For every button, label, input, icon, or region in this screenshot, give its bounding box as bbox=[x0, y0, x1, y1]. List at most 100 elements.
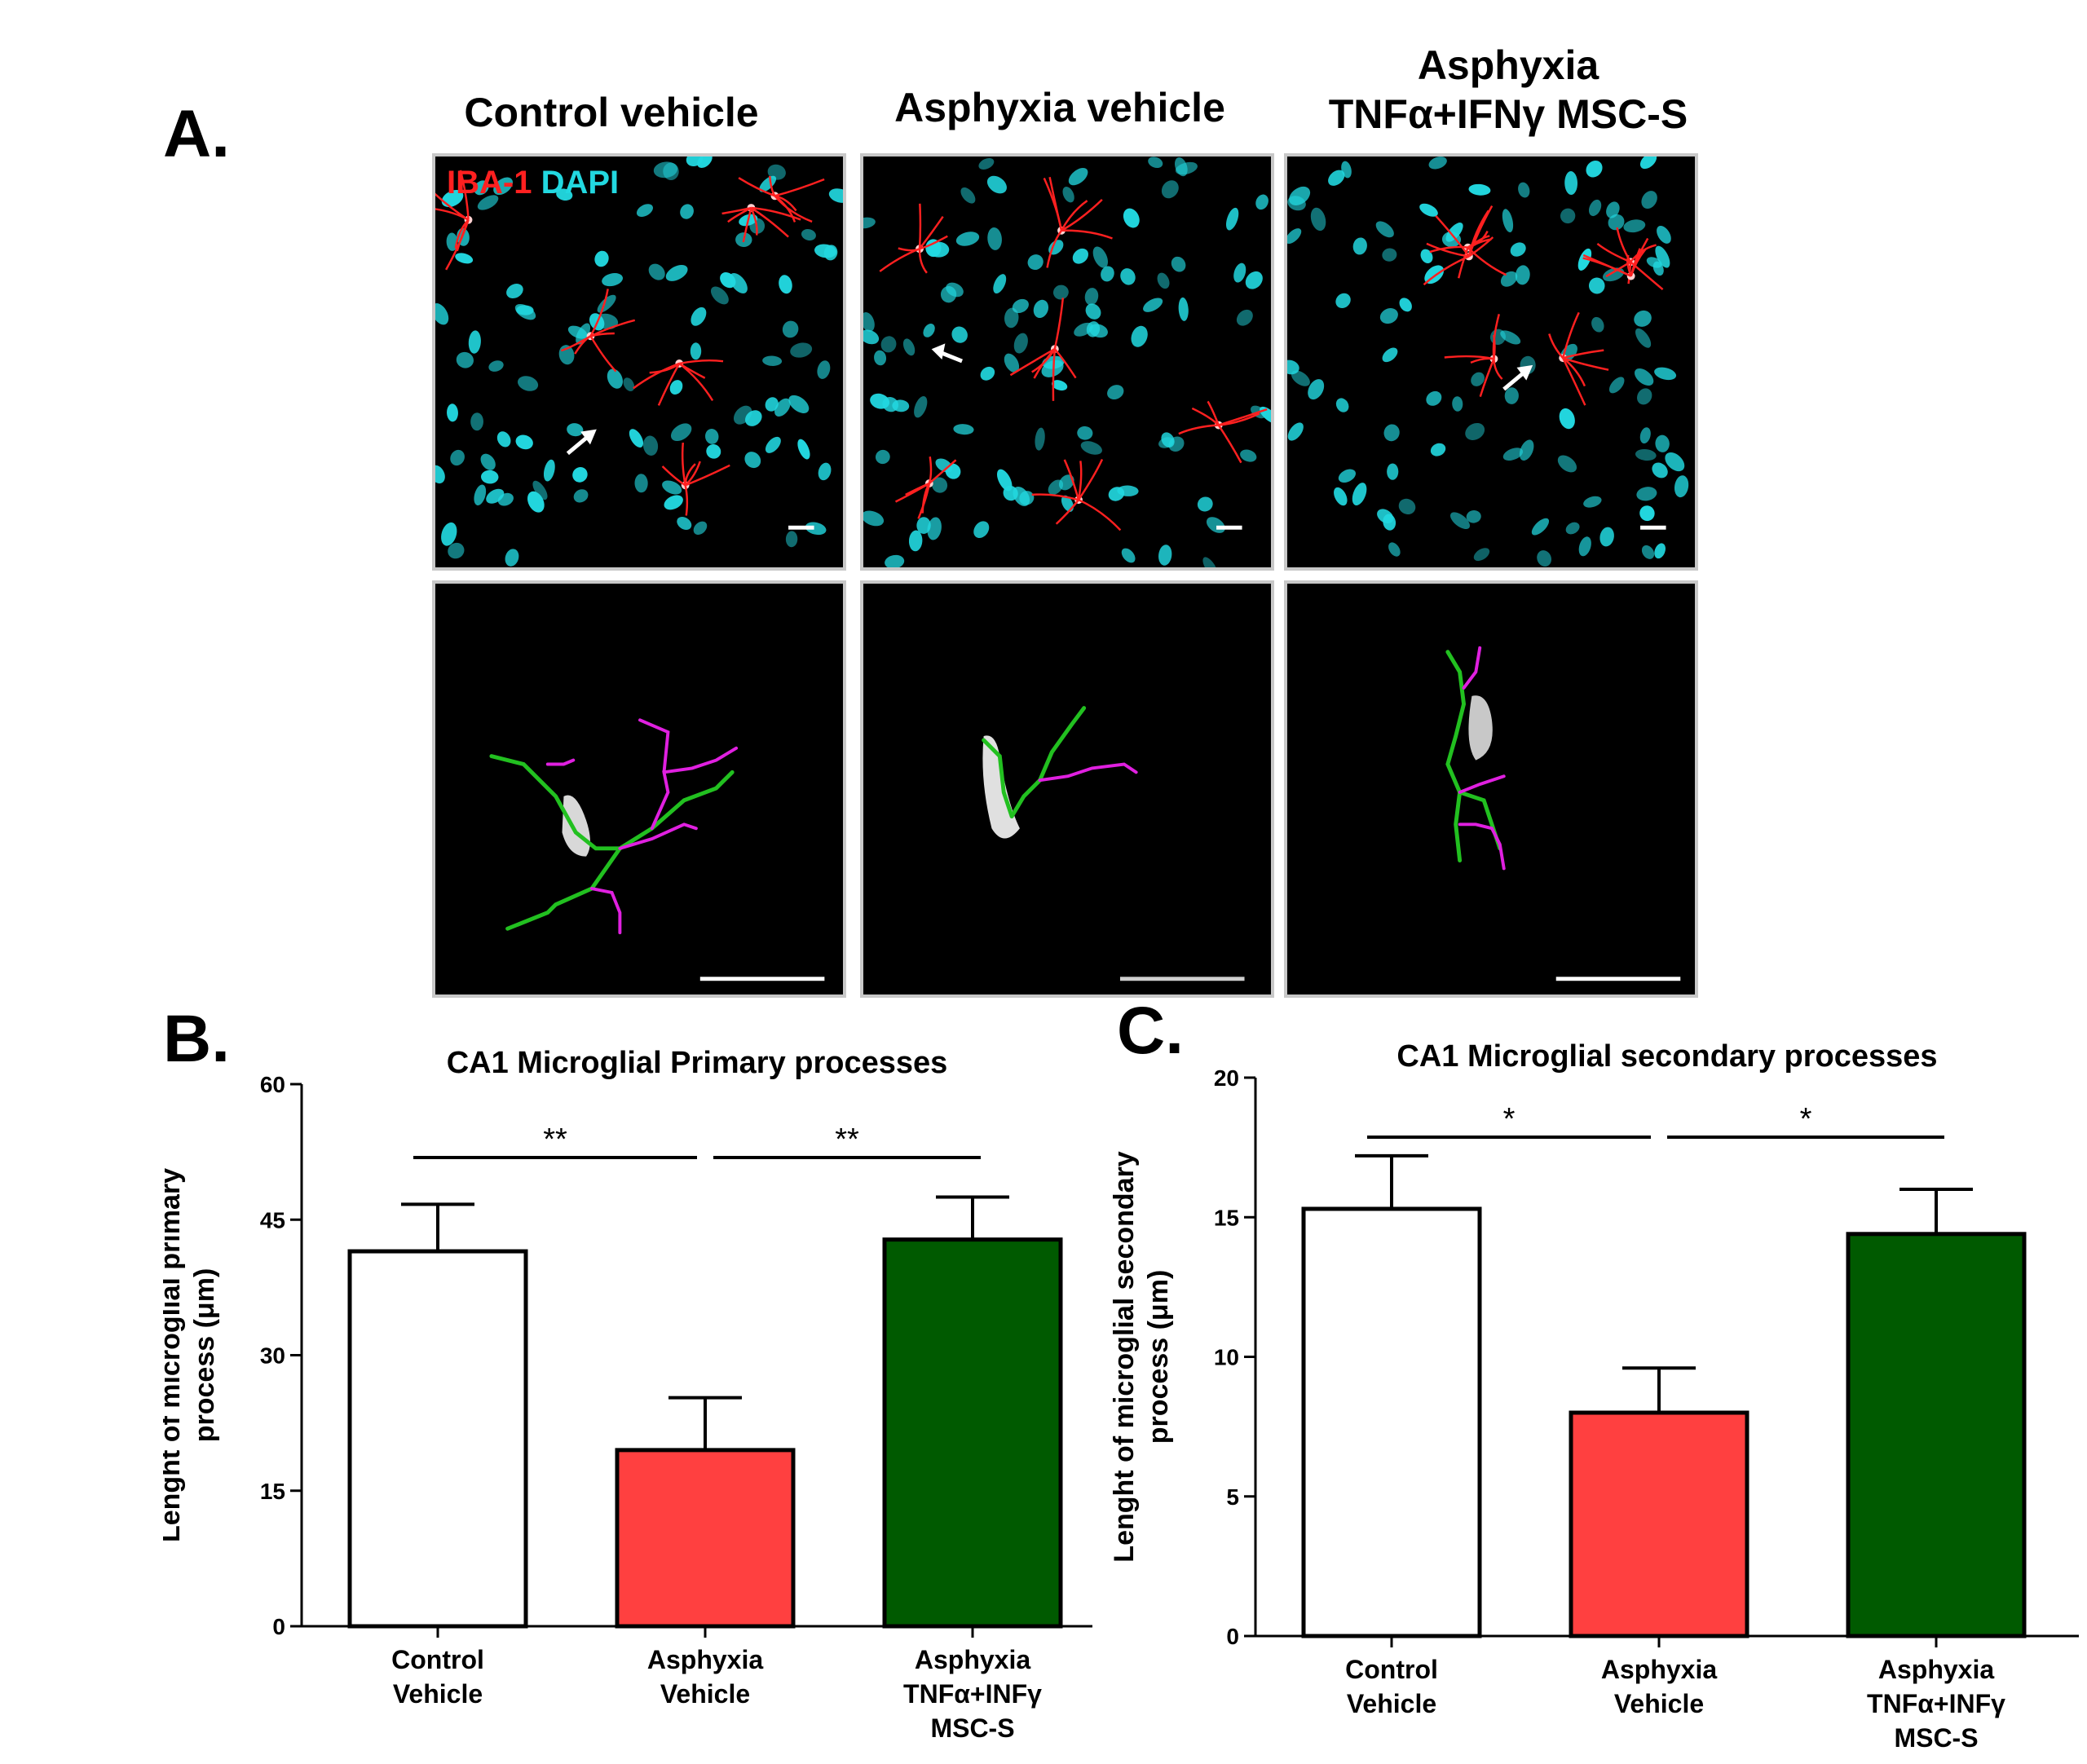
chart-title: CA1 Microglial Primary processes bbox=[447, 1046, 948, 1080]
microglia-branch bbox=[905, 482, 930, 496]
nucleus bbox=[980, 366, 995, 381]
microglia-branch bbox=[1178, 424, 1219, 435]
nucleus bbox=[470, 412, 483, 431]
arrow-icon bbox=[1502, 364, 1533, 391]
nucleus bbox=[1655, 434, 1670, 452]
nucleus bbox=[607, 368, 623, 389]
nucleus bbox=[885, 554, 905, 567]
nucleus bbox=[1665, 452, 1685, 472]
nucleus bbox=[1171, 256, 1186, 272]
significance-marker: * bbox=[1503, 1102, 1516, 1136]
x-tick-label-line: Asphyxia bbox=[647, 1645, 763, 1674]
arrow-icon bbox=[566, 429, 597, 456]
nucleus bbox=[1382, 248, 1397, 262]
nucleus bbox=[1062, 187, 1074, 203]
primary-process-trace bbox=[1445, 650, 1467, 795]
primary-process-trace bbox=[1009, 706, 1087, 818]
nucleus bbox=[1466, 509, 1481, 523]
nucleus bbox=[595, 313, 619, 330]
iba1-microglia bbox=[1423, 205, 1664, 406]
bar bbox=[882, 1237, 1063, 1629]
microglia-branch bbox=[1078, 499, 1122, 531]
nucleus bbox=[1003, 485, 1018, 501]
nucleus bbox=[1158, 545, 1172, 566]
secondary-process-trace bbox=[545, 758, 576, 766]
nucleus bbox=[518, 376, 539, 391]
microglia-branch bbox=[1562, 349, 1604, 359]
nucleus bbox=[946, 282, 964, 298]
nucleus bbox=[532, 480, 548, 501]
nucleus bbox=[1635, 448, 1657, 461]
nucleus bbox=[1335, 398, 1349, 412]
y-tick-label: 20 bbox=[1214, 1065, 1239, 1091]
y-tick-label: 0 bbox=[1226, 1624, 1239, 1649]
nucleus bbox=[951, 326, 968, 343]
tile-background bbox=[1287, 157, 1695, 567]
microglia-branch bbox=[1031, 493, 1079, 501]
stain-legend: IBA-1 DAPI bbox=[447, 165, 619, 201]
nucleus bbox=[914, 395, 928, 418]
nucleus bbox=[480, 453, 496, 470]
nucleus bbox=[987, 227, 1002, 250]
x-tick-label: Asphyxia Vehicle bbox=[1601, 1655, 1717, 1718]
nucleus bbox=[1634, 310, 1652, 327]
bar bbox=[615, 1448, 796, 1629]
nucleus bbox=[493, 177, 514, 196]
nucleus bbox=[1341, 161, 1352, 179]
nucleus bbox=[1428, 157, 1447, 170]
nucleus bbox=[705, 429, 719, 444]
secondary-process-trace bbox=[1038, 762, 1138, 783]
nucleus bbox=[1004, 307, 1019, 329]
nucleus bbox=[1077, 426, 1093, 440]
cell-body bbox=[1468, 695, 1493, 761]
microglia-branch bbox=[928, 456, 933, 484]
nucleus bbox=[527, 491, 545, 513]
scale-bar bbox=[1119, 977, 1245, 981]
nucleus bbox=[486, 488, 505, 504]
micrograph-asphyxia-vehicle bbox=[860, 153, 1274, 571]
microglia-branch bbox=[560, 335, 592, 352]
nucleus bbox=[1052, 284, 1069, 300]
nucleus bbox=[1471, 372, 1485, 386]
chart-secondary-processes: CA1 Microglial secondary processes Lenght… bbox=[1109, 1029, 2079, 1754]
nucleus bbox=[1027, 254, 1044, 271]
nucleus bbox=[927, 517, 942, 540]
nucleus bbox=[468, 330, 481, 354]
nucleus bbox=[1245, 271, 1263, 289]
nucleus bbox=[1388, 542, 1401, 557]
column-title-line: Control vehicle bbox=[464, 90, 759, 135]
nucleus bbox=[1588, 277, 1605, 294]
nucleus bbox=[1398, 498, 1416, 515]
nucleus bbox=[1035, 427, 1045, 451]
nucleus bbox=[1061, 495, 1074, 512]
microglia-branch bbox=[1470, 357, 1494, 364]
nucleus bbox=[477, 195, 499, 210]
microglia-branch bbox=[454, 218, 470, 249]
micrograph-image bbox=[863, 157, 1271, 567]
nucleus bbox=[623, 377, 635, 392]
nucleus bbox=[435, 303, 449, 325]
nucleus bbox=[1445, 223, 1463, 242]
scale-bar bbox=[1640, 525, 1666, 530]
microglia-branch bbox=[919, 235, 948, 250]
trace-image bbox=[1287, 584, 1695, 994]
nucleus bbox=[1531, 518, 1550, 536]
microglia-branch bbox=[774, 178, 825, 197]
x-tick-label-line: MSC-S bbox=[930, 1713, 1014, 1743]
nucleus bbox=[1586, 160, 1603, 178]
arrow-icon bbox=[931, 343, 963, 364]
column-title-line: Asphyxia bbox=[1417, 42, 1599, 88]
nucleus bbox=[1291, 370, 1310, 386]
nucleus bbox=[925, 239, 942, 258]
micrograph-control-vehicle: IBA-1 DAPI bbox=[432, 153, 846, 571]
microglia-branch bbox=[1630, 237, 1649, 277]
y-axis-label-line: process (μm) bbox=[1143, 1270, 1174, 1444]
nucleus bbox=[710, 286, 729, 305]
panel-c-letter: C. bbox=[1117, 994, 1184, 1068]
significance-marker: * bbox=[1800, 1102, 1812, 1136]
nucleus bbox=[1504, 387, 1519, 404]
y-axis-label-line: process (μm) bbox=[189, 1268, 220, 1443]
x-tick-label-line: MSC-S bbox=[1894, 1723, 1978, 1753]
nucleus bbox=[1382, 347, 1398, 363]
nucleus bbox=[1287, 422, 1304, 441]
